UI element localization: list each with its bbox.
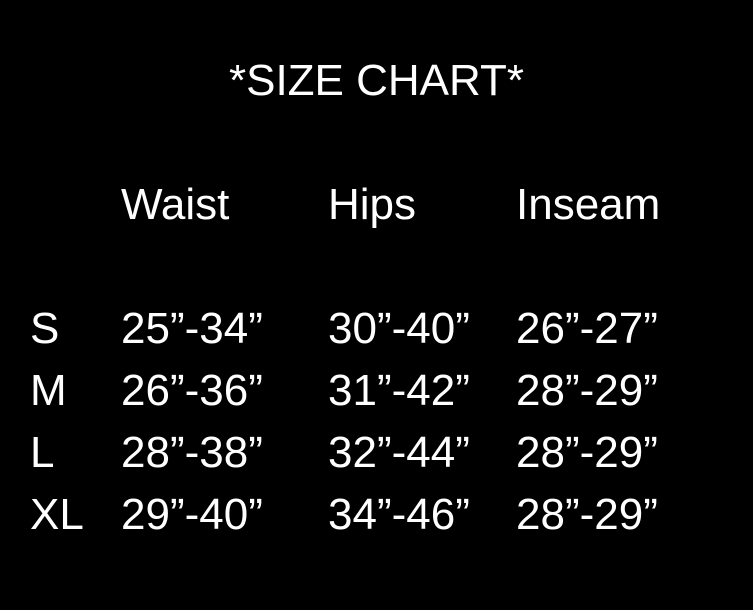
size-chart-table: Waist Hips Inseam S 25”-34” 30”-40” 26”-… xyxy=(30,174,660,546)
row-m-hips: 31”-42” xyxy=(328,366,470,415)
page-title: *SIZE CHART* xyxy=(228,56,525,105)
header-body-spacer xyxy=(30,236,660,298)
row-s-hips: 30”-40” xyxy=(328,304,470,353)
row-s-size-label: S xyxy=(30,304,60,353)
row-xl-inseam: 28”-29” xyxy=(516,490,658,539)
row-s-inseam: 26”-27” xyxy=(516,304,658,353)
row-l-hips: 32”-44” xyxy=(328,428,470,477)
row-xl-hips: 34”-46” xyxy=(328,490,470,539)
row-m-size-label: M xyxy=(30,366,67,415)
row-l-inseam: 28”-29” xyxy=(516,428,658,477)
row-s-waist: 25”-34” xyxy=(121,304,263,353)
column-header-inseam: Inseam xyxy=(516,180,661,229)
row-xl-size-label: XL xyxy=(30,490,84,539)
header-size-placeholder xyxy=(30,174,121,236)
row-m-waist: 26”-36” xyxy=(121,366,263,415)
row-l-waist: 28”-38” xyxy=(121,428,263,477)
row-m-inseam: 28”-29” xyxy=(516,366,658,415)
column-header-hips: Hips xyxy=(328,180,417,229)
row-xl-waist: 29”-40” xyxy=(121,490,263,539)
row-l-size-label: L xyxy=(30,428,55,477)
column-header-waist: Waist xyxy=(121,180,230,229)
